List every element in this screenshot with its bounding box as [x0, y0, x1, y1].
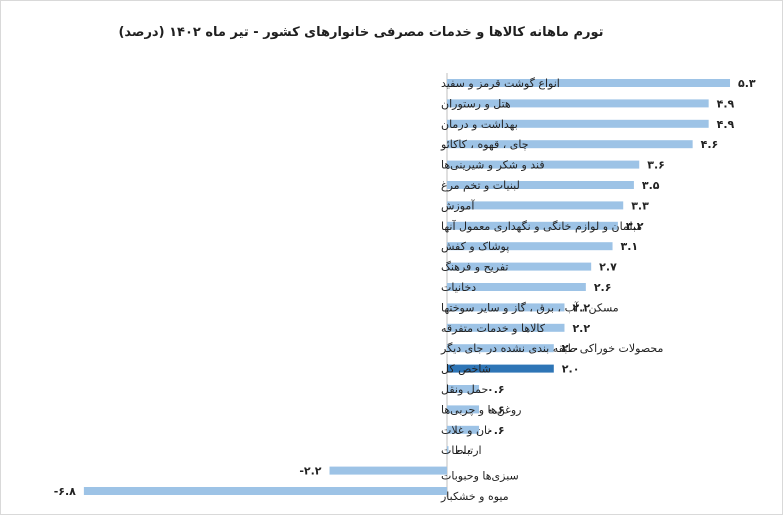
value-label: ۰.۶	[487, 403, 505, 416]
bar	[447, 405, 480, 414]
bar	[447, 221, 618, 230]
category-label: پوشاک و کفش	[441, 240, 509, 253]
value-label: ۴.۹	[717, 118, 735, 131]
value-label: ۳.۱	[621, 240, 639, 253]
bar	[447, 283, 586, 291]
bar	[447, 181, 634, 189]
bar	[447, 364, 554, 373]
bar	[447, 323, 565, 332]
category-label: کالاها و خدمات متفرقه	[441, 322, 546, 335]
value-label: ۵.۳	[738, 77, 756, 90]
value-label: ۴.۹	[717, 97, 735, 110]
category-label: آموزش	[441, 198, 475, 212]
bar	[447, 160, 640, 169]
category-label: سبزی‌ها وحبوبات	[441, 470, 519, 483]
value-label: ۲.۶	[594, 281, 612, 294]
bar	[447, 446, 449, 455]
category-label: محصولات خوراکی طبقه بندی نشده در جای دیگ…	[440, 342, 663, 355]
bar	[329, 466, 447, 475]
category-label: حمل ونقل	[441, 383, 488, 396]
value-label: ۲.۰	[562, 342, 580, 355]
bar	[447, 242, 613, 251]
category-label: قند و شکر و شیرینی‌ها	[441, 159, 545, 172]
chart-title: تورم ماهانه کالاها و خدمات مصرفی خانواره…	[118, 25, 604, 40]
category-label: ارتباطات	[441, 444, 482, 457]
bar	[447, 303, 565, 312]
category-label: روغن‌ها و چربی‌ها	[441, 403, 521, 416]
bar	[447, 201, 624, 210]
category-label: مسکن ، آب ، برق ، گاز و سایر سوختها	[441, 300, 619, 314]
value-label: ۳.۶	[647, 159, 665, 172]
category-label: چای ، قهوه ، کاکائو	[440, 138, 529, 151]
bar	[447, 99, 709, 108]
value-label: ۴.۶	[701, 138, 719, 151]
value-label: ۳.۲	[626, 220, 644, 233]
value-label: ۳.۵	[642, 179, 660, 192]
category-label: بهداشت و درمان	[441, 118, 518, 131]
bar	[447, 262, 592, 271]
category-label: لبنیات و تخم مرغ	[441, 179, 520, 192]
value-label: ۲.۲	[572, 322, 590, 335]
value-label: ۲.۰	[562, 363, 580, 376]
category-label: انواع گوشت قرمز و سفید	[441, 77, 560, 90]
category-label: هتل و رستوران	[441, 97, 511, 110]
bar	[83, 487, 447, 495]
value-label: ۳.۳	[631, 199, 649, 212]
value-label: ۲.۷	[599, 261, 617, 274]
value-label: ۰.۶	[487, 383, 505, 396]
category-label: تفریح و فرهنگ	[441, 261, 508, 274]
value-label: -۲.۲	[299, 465, 321, 478]
bar	[447, 425, 480, 434]
category-label: میوه و خشکبار	[440, 490, 509, 503]
category-label: مبلمان و لوازم خانگی و نگهداری معمول آنه…	[441, 219, 642, 233]
value-label: -۶.۸	[54, 485, 76, 498]
value-label: ۲.۲	[572, 301, 590, 314]
value-label: ۰.۰	[455, 444, 473, 457]
category-label: شاخص کل	[441, 363, 491, 376]
category-label: دخانیات	[441, 281, 476, 294]
bar	[447, 385, 480, 393]
bar	[447, 119, 709, 128]
value-label: ۰.۶	[487, 424, 505, 437]
category-label: نان و غلات	[441, 424, 490, 437]
bar	[447, 140, 693, 149]
bar	[447, 344, 554, 353]
bar	[447, 79, 731, 87]
